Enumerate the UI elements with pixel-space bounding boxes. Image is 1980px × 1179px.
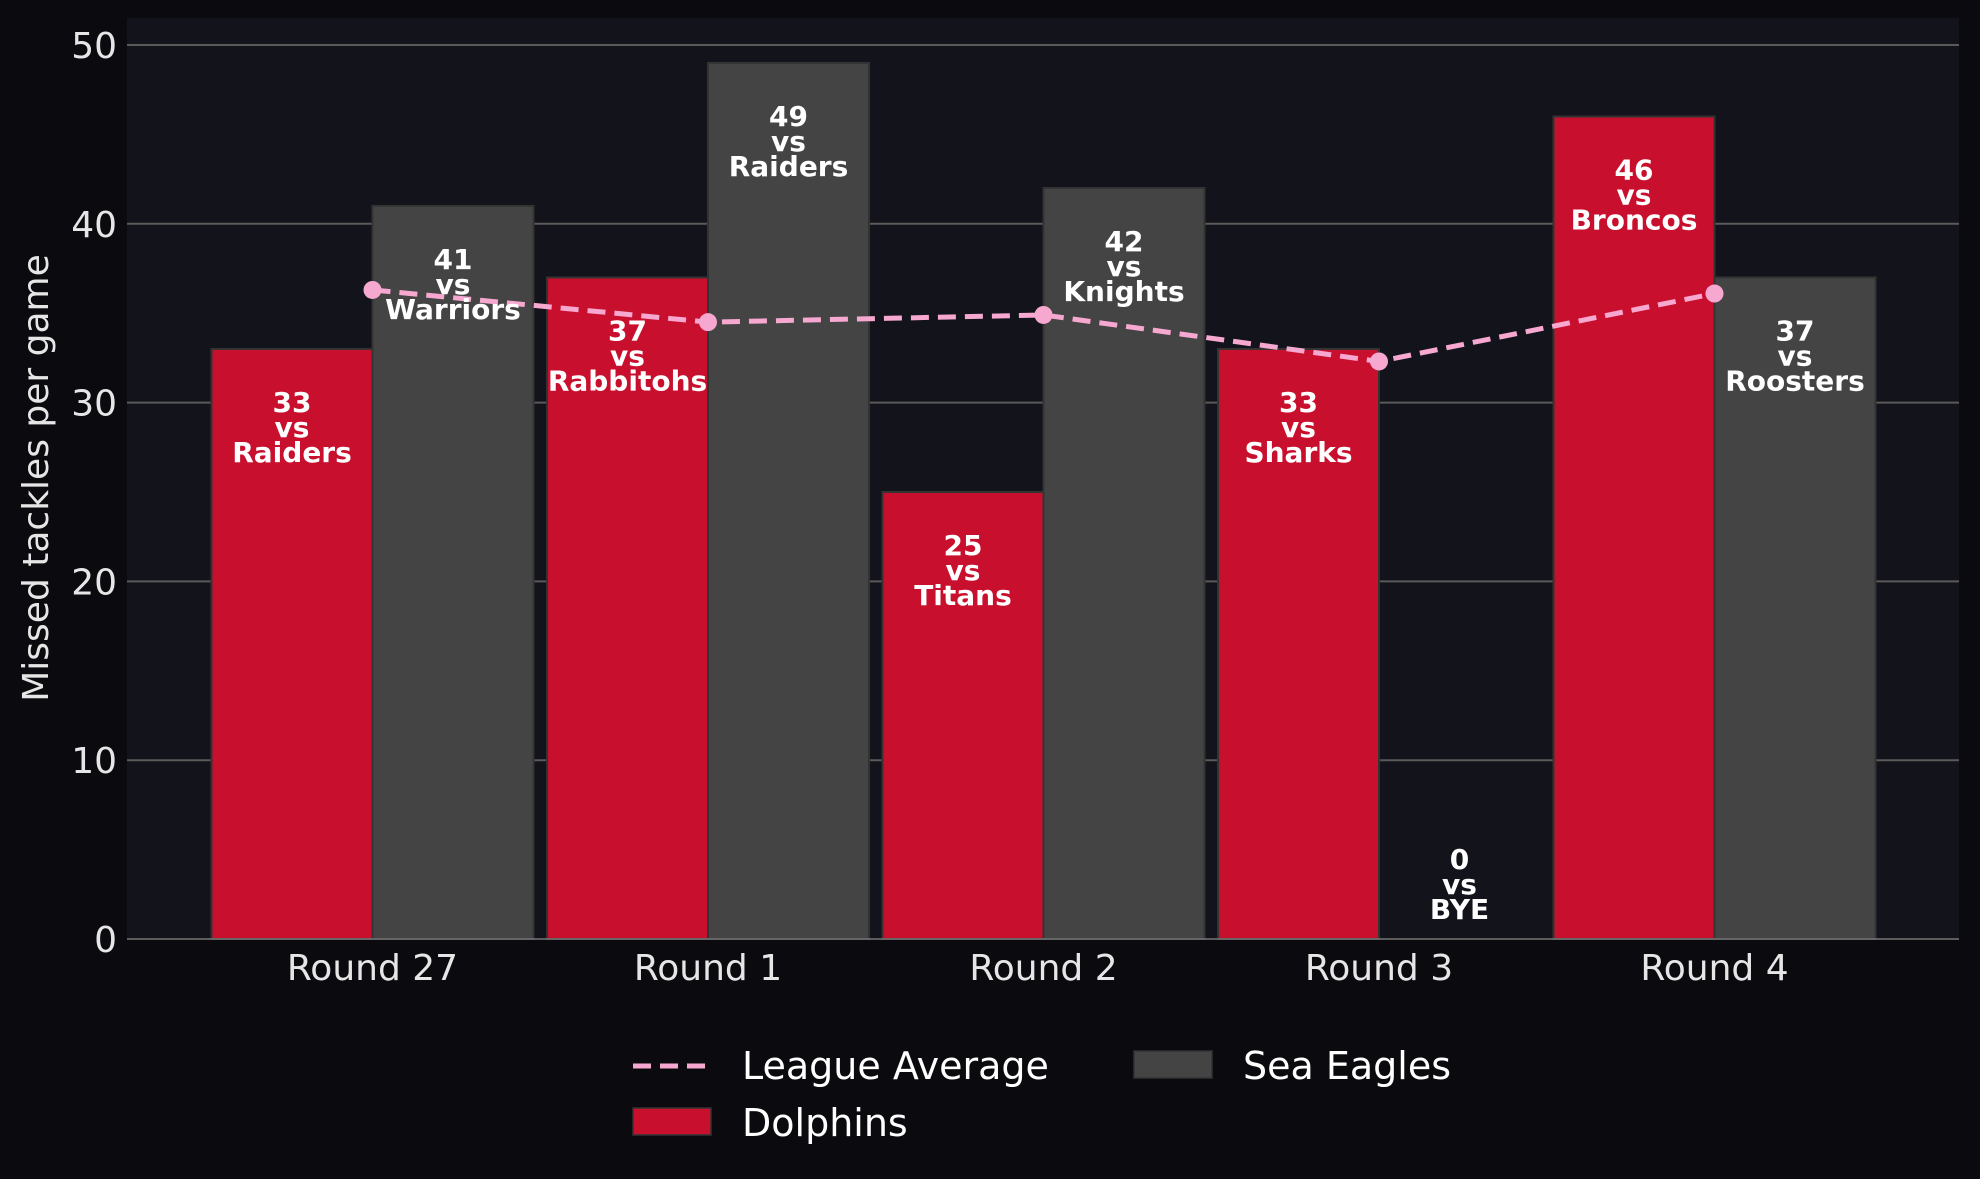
bar-data-label: 33 vs Raiders: [232, 386, 352, 469]
bar-data-label: 33 vs Sharks: [1244, 386, 1352, 469]
y-tick-label: 50: [71, 26, 117, 67]
x-tick-label: Round 4: [1640, 948, 1788, 989]
y-axis-title: Missed tackles per game: [16, 254, 57, 702]
legend-label-league-average: League Average: [742, 1044, 1049, 1088]
league-average-point: [1705, 284, 1724, 303]
bar-sea-eagles: [371, 204, 535, 941]
bar-data-label: 46 vs Broncos: [1571, 154, 1698, 237]
league-average-line: [363, 280, 1724, 371]
bar-sea-eagles: [1713, 276, 1877, 940]
bar-data-label: 49 vs Raiders: [729, 100, 849, 183]
legend-swatch-dolphins: [632, 1107, 712, 1136]
y-tick-label: 20: [71, 562, 117, 603]
league-average-point: [699, 313, 717, 332]
league-average-path: [372, 287, 1715, 365]
y-tick-label: 0: [94, 920, 117, 961]
bar-data-label: 41 vs Warriors: [385, 243, 521, 326]
x-tick-label: Round 27: [287, 948, 458, 989]
axes: 0 10 20 30 40 50 Round 27 Round 1 Round 2 Round 3…: [71, 26, 1959, 989]
legend-label-sea-eagles: Sea Eagles: [1243, 1044, 1451, 1088]
y-tick-label: 30: [71, 384, 117, 425]
legend-label-dolphins: Dolphins: [742, 1101, 908, 1145]
x-tick-label: Round 3: [1305, 948, 1453, 989]
bar-data-label: 37 vs Rabbitohs: [548, 314, 707, 397]
x-tick-label: Round 2: [969, 948, 1117, 989]
bar-dolphins: [1217, 347, 1380, 940]
league-average-point: [363, 280, 382, 299]
bar-sea-eagles: [1042, 187, 1206, 941]
bar-dolphins: [1552, 115, 1716, 940]
bar-data-label: 25 vs Titans: [914, 529, 1012, 612]
bar-dolphins: [881, 491, 1045, 940]
x-tick-label: Round 1: [634, 948, 782, 989]
bar-sea-eagles: [707, 61, 870, 940]
league-average-point: [1370, 352, 1388, 371]
league-average-point: [1034, 305, 1053, 324]
y-tick-label: 10: [71, 741, 117, 782]
legend: League Average Dolphins Sea Eagles: [632, 1044, 1451, 1145]
bars: [210, 61, 1877, 941]
bar-dolphins: [210, 347, 374, 940]
bar-data-label: 0 vs BYE: [1430, 843, 1489, 926]
bar-labels: 33 vs Raiders 37 vs Rabbitohs 25 vs Titans 33 vs Sh…: [232, 100, 1865, 926]
bar-dolphins: [546, 276, 709, 940]
legend-swatch-sea-eagles: [1133, 1050, 1213, 1079]
bar-data-label: 42 vs Knights: [1063, 225, 1184, 308]
y-tick-label: 40: [71, 205, 117, 246]
bar-data-label: 37 vs Roosters: [1725, 314, 1865, 397]
